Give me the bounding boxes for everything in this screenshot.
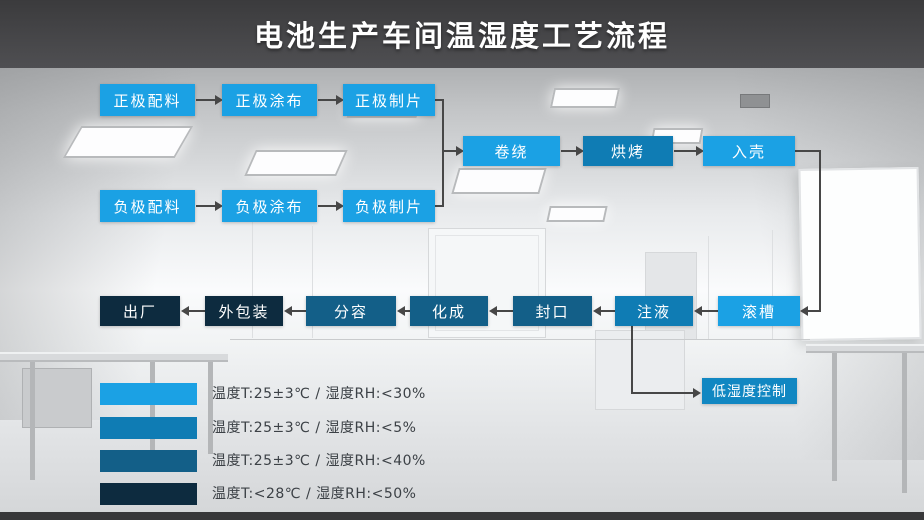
connector-line xyxy=(318,205,336,207)
arrowhead xyxy=(694,306,702,316)
arrowhead xyxy=(336,95,344,105)
flow-node-negative-batching: 负极配料 xyxy=(100,190,195,222)
flow-node-outer-packing: 外包装 xyxy=(205,296,283,326)
ceiling-light xyxy=(244,150,348,176)
legend-label: 温度T:<28℃ / 湿度RH:<50% xyxy=(212,486,417,502)
ceiling-light xyxy=(549,88,621,108)
arrowhead xyxy=(181,306,189,316)
flow-node-low-humidity-control: 低湿度控制 xyxy=(702,378,797,404)
connector-line xyxy=(601,310,615,312)
legend-label: 温度T:25±3℃ / 湿度RH:<40% xyxy=(212,453,426,469)
work-table xyxy=(806,344,924,353)
table-leg xyxy=(832,353,837,481)
connector-line xyxy=(702,310,718,312)
connector-line xyxy=(292,310,306,312)
legend-label: 温度T:25±3℃ / 湿度RH:<30% xyxy=(212,386,426,402)
arrowhead xyxy=(800,306,808,316)
arrowhead xyxy=(696,146,704,156)
connector-line xyxy=(196,99,215,101)
legend-swatch-rh30 xyxy=(100,383,197,405)
connector-line xyxy=(674,150,696,152)
connector-line xyxy=(196,205,215,207)
ceiling-light xyxy=(546,206,608,222)
connector-line xyxy=(808,310,821,312)
flow-node-shipping: 出厂 xyxy=(100,296,180,326)
flow-node-sealing: 封口 xyxy=(513,296,592,326)
flow-node-negative-coating: 负极涂布 xyxy=(222,190,317,222)
arrowhead xyxy=(576,146,584,156)
table-leg xyxy=(150,362,155,464)
table-leg xyxy=(902,353,907,493)
table-leg xyxy=(30,362,35,480)
door-panel xyxy=(435,235,539,331)
flow-node-grooving: 滚槽 xyxy=(718,296,800,326)
flow-node-winding: 卷绕 xyxy=(463,136,560,166)
legend-swatch-rh5 xyxy=(100,417,197,439)
connector-line xyxy=(189,310,205,312)
arrowhead xyxy=(489,306,497,316)
legend-label: 温度T:25±3℃ / 湿度RH:<5% xyxy=(212,420,417,436)
footer-band xyxy=(0,512,924,520)
flow-node-negative-sheeting: 负极制片 xyxy=(343,190,435,222)
flow-node-positive-coating: 正极涂布 xyxy=(222,84,317,116)
arrowhead xyxy=(215,95,223,105)
flow-node-grading: 分容 xyxy=(306,296,396,326)
wall-seam xyxy=(708,236,709,340)
wall-seam xyxy=(312,226,313,338)
connector-line xyxy=(561,150,576,152)
arrowhead xyxy=(693,388,701,398)
connector-line xyxy=(497,310,513,312)
flow-node-baking: 烘烤 xyxy=(583,136,673,166)
ceiling-light xyxy=(62,126,194,158)
arrowhead xyxy=(284,306,292,316)
connector-line xyxy=(435,99,444,101)
connector-line xyxy=(318,99,336,101)
arrowhead xyxy=(215,201,223,211)
arrowhead xyxy=(456,146,464,156)
connector-line xyxy=(442,99,444,207)
connector-line xyxy=(443,150,456,152)
lower-door xyxy=(595,330,685,410)
flow-node-casing: 入壳 xyxy=(703,136,795,166)
connector-line xyxy=(819,150,821,311)
connector-line xyxy=(631,392,693,394)
work-table xyxy=(0,352,228,362)
flow-node-positive-sheeting: 正极制片 xyxy=(343,84,435,116)
legend-swatch-rh40 xyxy=(100,450,197,472)
page-title: 电池生产车间温湿度工艺流程 xyxy=(253,19,670,53)
flow-node-formation: 化成 xyxy=(410,296,488,326)
arrowhead xyxy=(336,201,344,211)
arrowhead xyxy=(397,306,405,316)
connector-line xyxy=(435,205,444,207)
floor-junction xyxy=(230,339,810,340)
connector-line xyxy=(795,150,821,152)
connector-line xyxy=(631,326,633,394)
wall-seam xyxy=(772,230,773,340)
title-bar: 电池生产车间温湿度工艺流程 xyxy=(0,0,924,68)
whiteboard xyxy=(798,166,922,342)
ceiling-light xyxy=(451,168,547,194)
connector-line xyxy=(405,310,410,312)
table-leg xyxy=(208,362,213,454)
ceiling-vent xyxy=(740,94,770,108)
flow-node-injection: 注液 xyxy=(615,296,693,326)
arrowhead xyxy=(593,306,601,316)
legend-swatch-rh50 xyxy=(100,483,197,505)
flow-node-positive-batching: 正极配料 xyxy=(100,84,195,116)
wall-seam xyxy=(252,220,253,338)
